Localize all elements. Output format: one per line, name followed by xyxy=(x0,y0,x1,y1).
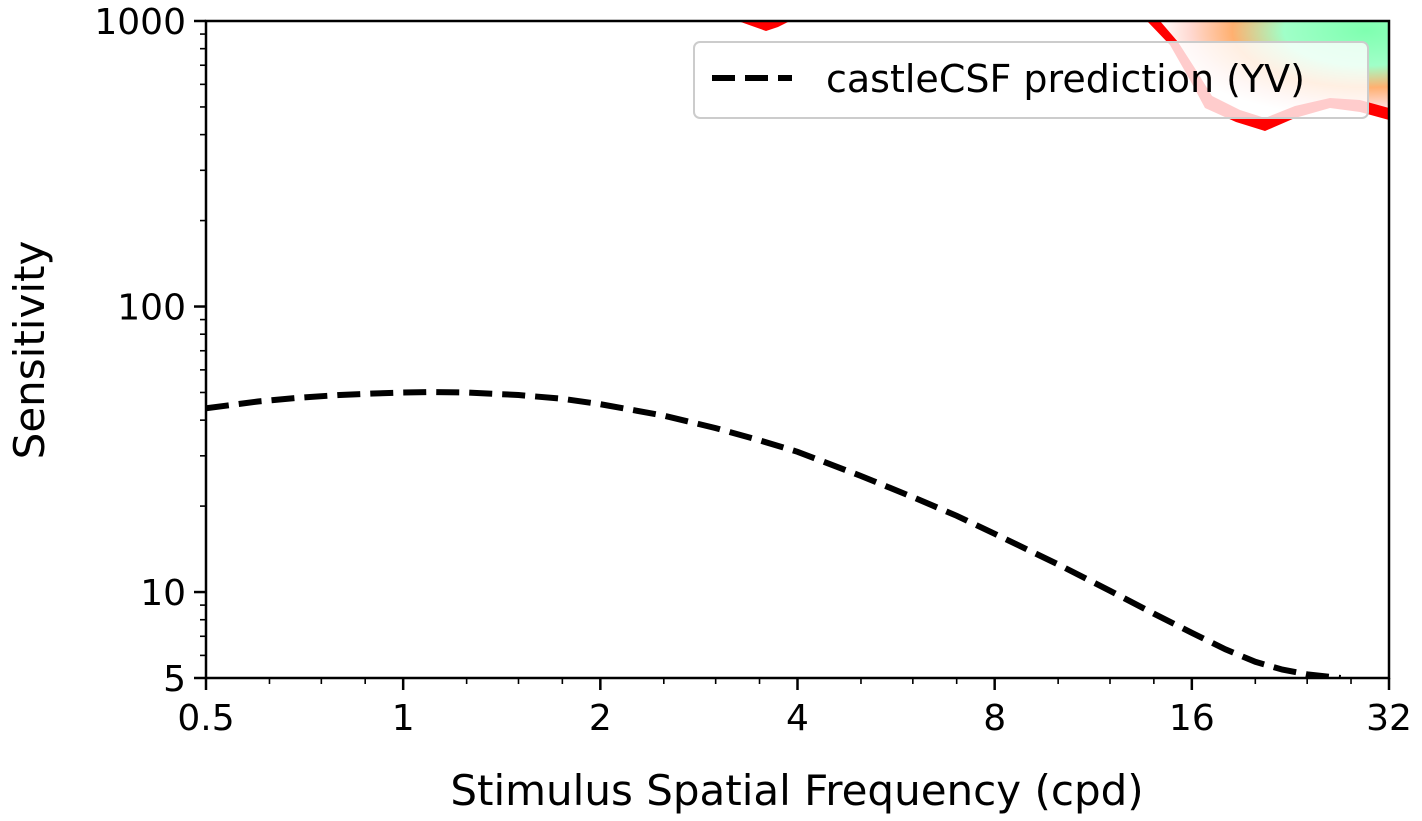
y-tick-label: 100 xyxy=(117,288,186,329)
x-tick-label: 16 xyxy=(1169,698,1215,739)
x-tick-label: 0.5 xyxy=(177,698,234,739)
legend: castleCSF prediction (YV) xyxy=(693,41,1369,119)
y-tick-label: 1000 xyxy=(94,2,186,43)
x-tick-label: 2 xyxy=(589,698,612,739)
x-tick-label: 32 xyxy=(1366,698,1412,739)
series-line-castlecsf-prediction xyxy=(206,388,1342,678)
y-tick-label: 10 xyxy=(140,573,186,614)
x-tick-label: 8 xyxy=(983,698,1006,739)
y-axis-title: Sensitivity xyxy=(5,241,54,460)
red-patch-top-center xyxy=(738,21,790,31)
y-axis-ticks: 5 10 100 1000 xyxy=(94,2,206,700)
series-layer xyxy=(206,388,1342,678)
y-tick-label: 5 xyxy=(163,659,186,700)
legend-box xyxy=(693,41,1369,119)
plot-area-frame xyxy=(204,19,1391,680)
x-tick-label: 4 xyxy=(786,698,809,739)
x-tick-label: 1 xyxy=(392,698,415,739)
x-axis-title: Stimulus Spatial Frequency (cpd) xyxy=(450,766,1143,815)
x-axis-ticks: 0.5 1 2 4 8 16 32 xyxy=(177,678,1412,739)
legend-label: castleCSF prediction (YV) xyxy=(826,57,1305,101)
